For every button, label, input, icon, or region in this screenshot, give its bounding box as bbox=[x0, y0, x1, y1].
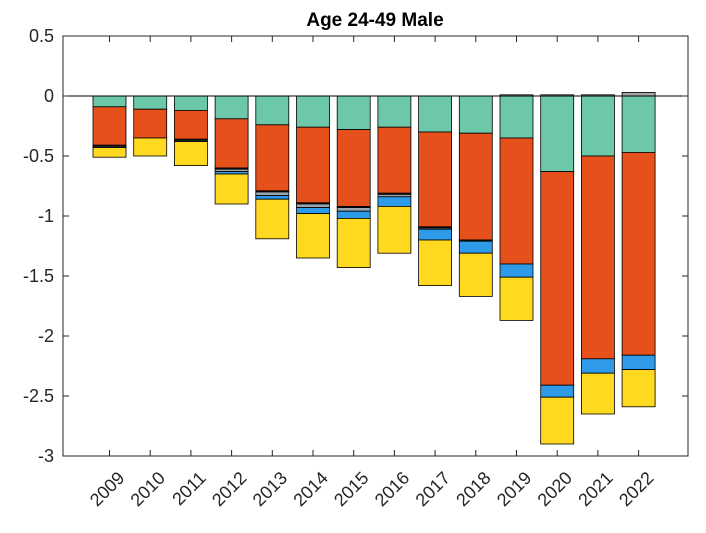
bar-segment-2018-s1 bbox=[458, 95, 493, 134]
bar-segment-2009-s2 bbox=[92, 106, 127, 146]
y-tick-label: -3 bbox=[38, 446, 54, 466]
bar-segment-2009-s1 bbox=[92, 95, 127, 108]
bar-segment-2020-s5 bbox=[540, 384, 575, 398]
bar-segment-2017-s1 bbox=[418, 95, 453, 133]
bar-segment-2016-s2 bbox=[377, 126, 412, 194]
bar-segment-2015-s6 bbox=[336, 217, 371, 268]
bar-segment-2016-s5 bbox=[377, 196, 412, 207]
bar-segment-2011-s6 bbox=[173, 141, 208, 167]
bar-segment-2018-s2 bbox=[458, 132, 493, 241]
bar-segment-2017-s6 bbox=[418, 239, 453, 286]
bar-segment-2013-s2 bbox=[255, 124, 290, 192]
bar-segment-2013-s4 bbox=[255, 191, 290, 196]
bar-segment-2018-s6 bbox=[458, 252, 493, 297]
bar-segment-2015-s1 bbox=[336, 95, 371, 130]
bar-segment-2013-s1 bbox=[255, 95, 290, 126]
y-tick-label: -2 bbox=[38, 326, 54, 346]
bar-segment-2015-s2 bbox=[336, 129, 371, 207]
bar-segment-2021-s2 bbox=[581, 155, 615, 360]
bar-segment-2012-s1 bbox=[214, 95, 249, 120]
bar-segment-2014-s1 bbox=[296, 95, 330, 128]
bar-segment-2019-s1 bbox=[499, 95, 534, 139]
bar-segment-2011-s2 bbox=[173, 110, 208, 140]
bar-segment-2021-s5 bbox=[581, 358, 615, 374]
y-tick-label: 0.5 bbox=[29, 26, 54, 46]
bar-segment-2013-s6 bbox=[255, 198, 290, 240]
bar-segment-2022-s6 bbox=[621, 369, 656, 408]
bar-segment-2013-s5 bbox=[255, 195, 290, 200]
chart-title: Age 24-49 Male bbox=[306, 10, 443, 31]
bar-segment-2021-s6 bbox=[581, 372, 615, 415]
bar-segment-2020-s2 bbox=[540, 171, 575, 386]
y-tick-label: -0.5 bbox=[23, 146, 54, 166]
bar-segment-2011-s1 bbox=[173, 95, 208, 111]
bar-segment-2015-s5 bbox=[336, 210, 371, 219]
bar-segment-2022-s7 bbox=[621, 92, 656, 97]
bar-segment-2009-s6 bbox=[92, 147, 127, 158]
bar-segment-2010-s6 bbox=[133, 137, 168, 157]
bar-segment-2014-s6 bbox=[296, 213, 330, 259]
bar-segment-2017-s5 bbox=[418, 228, 453, 241]
bar-segment-2016-s1 bbox=[377, 95, 412, 128]
axes-box bbox=[62, 35, 689, 457]
y-axis: 0.5 0 -0.5 -1 -1.5 -2 -2.5 -3 bbox=[23, 26, 688, 466]
bar-segment-2018-s5 bbox=[458, 240, 493, 254]
bar-segment-2014-s5 bbox=[296, 207, 330, 215]
bar-segment-2014-s2 bbox=[296, 126, 330, 204]
bar-segment-2022-s1 bbox=[621, 95, 656, 153]
bar-segment-2010-s2 bbox=[133, 108, 168, 139]
bar-segment-2019-s5 bbox=[499, 263, 534, 278]
bar-segment-2016-s6 bbox=[377, 205, 412, 254]
y-tick-label: 0 bbox=[44, 86, 54, 106]
bar-segment-2021-s1 bbox=[581, 95, 615, 157]
bar-segment-2017-s2 bbox=[418, 131, 453, 228]
bar-segment-2010-s1 bbox=[133, 95, 168, 110]
bar-segment-2022-s2 bbox=[621, 151, 656, 356]
bar-segment-2020-s6 bbox=[540, 396, 575, 445]
y-tick-label: -2.5 bbox=[23, 386, 54, 406]
bar-segment-2019-s2 bbox=[499, 137, 534, 265]
bars-group bbox=[92, 92, 656, 445]
bar-segment-2022-s5 bbox=[621, 354, 656, 371]
bar-segment-2012-s2 bbox=[214, 118, 249, 169]
y-tick-label: -1.5 bbox=[23, 266, 54, 286]
bar-segment-2019-s6 bbox=[499, 276, 534, 321]
y-tick-label: -1 bbox=[38, 206, 54, 226]
bar-segment-2015-s4 bbox=[336, 207, 371, 212]
bar-segment-2020-s1 bbox=[540, 95, 575, 172]
bar-segment-2012-s6 bbox=[214, 173, 249, 205]
bar-segment-2014-s4 bbox=[296, 203, 330, 208]
